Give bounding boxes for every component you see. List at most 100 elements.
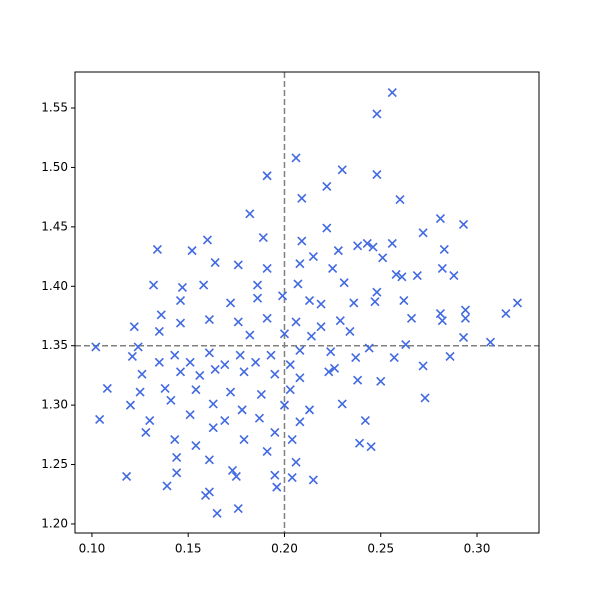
point xyxy=(435,309,445,319)
point xyxy=(339,278,349,288)
point xyxy=(345,326,355,337)
point xyxy=(364,343,374,353)
point xyxy=(204,455,214,465)
point xyxy=(401,339,411,350)
point xyxy=(378,253,388,263)
point xyxy=(258,232,268,243)
point xyxy=(266,350,276,360)
point xyxy=(295,373,305,383)
point xyxy=(366,442,376,452)
y-tick-label: 1.30 xyxy=(41,398,68,412)
point xyxy=(251,357,261,367)
point xyxy=(125,400,136,410)
point xyxy=(279,400,290,410)
point xyxy=(202,235,213,245)
point xyxy=(233,260,243,270)
point xyxy=(210,364,220,375)
point xyxy=(170,350,180,360)
point xyxy=(172,468,182,478)
point xyxy=(449,271,459,281)
point xyxy=(102,383,112,394)
point xyxy=(212,508,222,518)
point xyxy=(351,353,361,363)
point xyxy=(177,282,187,293)
point xyxy=(437,316,447,326)
point xyxy=(304,295,315,306)
point xyxy=(170,435,180,445)
point xyxy=(304,405,315,415)
point xyxy=(225,387,236,397)
point xyxy=(137,369,147,379)
point xyxy=(458,332,469,342)
point xyxy=(353,375,363,385)
point xyxy=(154,326,164,337)
x-tick-label: 0.15 xyxy=(175,542,202,556)
point xyxy=(337,399,347,409)
point xyxy=(270,427,280,438)
point xyxy=(333,246,343,256)
point xyxy=(237,405,247,415)
point xyxy=(272,482,282,492)
point xyxy=(262,313,272,323)
point xyxy=(154,357,164,367)
point xyxy=(399,295,409,306)
point xyxy=(175,318,186,328)
point xyxy=(287,435,297,445)
point xyxy=(127,351,137,361)
point xyxy=(129,322,139,332)
x-tick-label: 0.25 xyxy=(367,542,394,556)
point xyxy=(262,263,272,274)
point xyxy=(295,417,305,427)
point xyxy=(335,316,345,326)
point xyxy=(326,347,336,357)
point xyxy=(256,389,266,399)
x-tick-label: 0.10 xyxy=(79,542,106,556)
point xyxy=(285,360,295,370)
point xyxy=(200,490,211,501)
point xyxy=(245,330,255,340)
point xyxy=(145,416,155,426)
point xyxy=(285,385,295,395)
point xyxy=(262,446,272,457)
point xyxy=(291,457,301,467)
point xyxy=(135,387,145,397)
point xyxy=(372,287,382,297)
point xyxy=(387,238,397,249)
point xyxy=(397,272,407,282)
point xyxy=(270,369,280,379)
point xyxy=(156,310,166,320)
point xyxy=(406,313,417,323)
point xyxy=(370,297,380,307)
point xyxy=(162,481,172,491)
point xyxy=(270,470,280,480)
point xyxy=(328,263,338,274)
point xyxy=(225,298,236,308)
point xyxy=(291,317,301,327)
point xyxy=(172,452,182,462)
point xyxy=(279,329,290,339)
point xyxy=(291,153,301,163)
point xyxy=(322,223,332,233)
point xyxy=(208,399,218,409)
y-tick-label: 1.20 xyxy=(41,516,68,530)
point xyxy=(349,298,359,308)
point xyxy=(418,228,428,238)
point xyxy=(420,393,430,403)
point xyxy=(245,209,255,219)
point xyxy=(185,410,195,420)
point xyxy=(362,238,372,249)
point xyxy=(187,246,197,256)
point xyxy=(354,438,365,448)
point xyxy=(368,242,378,252)
point xyxy=(191,440,201,451)
point xyxy=(322,181,332,192)
point xyxy=(91,342,101,352)
point xyxy=(437,263,447,274)
point xyxy=(233,503,243,514)
point xyxy=(460,305,471,315)
point xyxy=(387,87,397,98)
point xyxy=(185,357,195,367)
y-tick-label: 1.55 xyxy=(41,101,68,115)
point xyxy=(239,367,249,377)
point xyxy=(166,395,176,405)
